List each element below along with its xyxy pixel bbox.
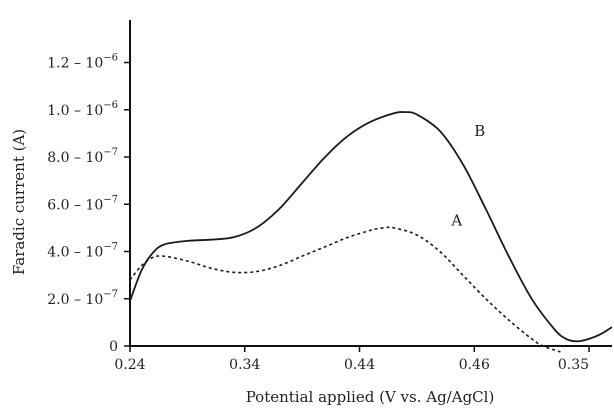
x-tick-label: 0.34 [229, 357, 260, 373]
y-tick-label: 0 [109, 339, 118, 355]
y-tick-label: 6.0 – 10−7 [47, 194, 118, 213]
x-axis-ticks: 0.24 0.34 0.44 0.46 0.35 [114, 346, 590, 373]
x-axis-title: Potential applied (V vs. Ag/AgCl) [246, 388, 495, 406]
series-label-a: A [450, 212, 462, 230]
x-tick-label: 0.46 [459, 357, 490, 373]
x-tick-label: 0.35 [558, 357, 589, 373]
y-tick-label: 2.0 – 10−7 [47, 289, 118, 308]
series-label-b: B [474, 122, 485, 140]
y-tick-label: 1.2 – 10−6 [47, 53, 118, 72]
plot-area [129, 111, 613, 353]
series-b-line [129, 111, 613, 343]
chart-axes [129, 20, 612, 347]
y-tick-label: 8.0 – 10−7 [47, 147, 118, 166]
series-a-line [129, 226, 561, 353]
y-axis-ticks: 0 2.0 – 10−7 4.0 – 10−7 6.0 – 10−7 8.0 – 10−… [47, 53, 130, 355]
y-tick-label: 4.0 – 10−7 [47, 242, 118, 261]
series-annotations: AB [450, 122, 485, 230]
x-tick-label: 0.44 [344, 357, 375, 373]
y-tick-label: 1.0 – 10−6 [47, 100, 118, 119]
y-axis-title: Faradic current (A) [10, 129, 28, 275]
x-tick-label: 0.24 [114, 357, 145, 373]
